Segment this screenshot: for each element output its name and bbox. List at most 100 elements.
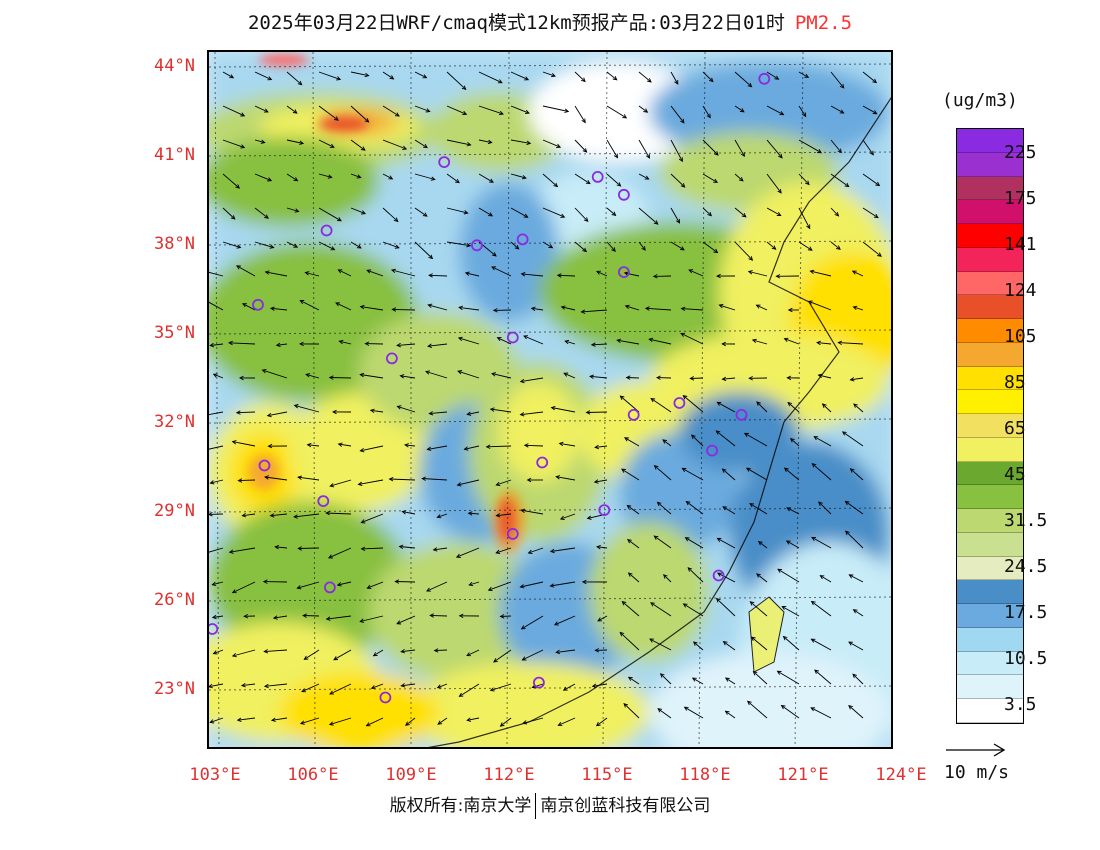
wind-arrow	[745, 467, 768, 481]
city-marker[interactable]	[712, 569, 725, 582]
city-marker[interactable]	[317, 495, 330, 508]
city-marker[interactable]	[506, 527, 519, 540]
wind-arrow	[685, 500, 704, 515]
wind-arrow	[853, 403, 864, 413]
wind-arrow	[350, 173, 362, 179]
wind-reference-arrow-icon	[946, 743, 1006, 757]
wind-arrow	[650, 397, 672, 413]
city-marker[interactable]	[209, 623, 219, 635]
city-marker[interactable]	[470, 239, 483, 252]
wind-arrow	[692, 641, 704, 651]
wind-arrow	[209, 512, 224, 517]
wind-arrow	[581, 579, 608, 585]
wind-arrow	[626, 504, 640, 515]
lon-label-112: 112°E	[483, 765, 535, 785]
wind-arrow	[209, 301, 224, 311]
copyright-right: 南京创蓝科技有限公司	[540, 796, 711, 816]
wind-arrow	[724, 677, 736, 685]
city-marker[interactable]	[506, 331, 519, 344]
city-marker[interactable]	[385, 352, 398, 365]
wind-arrow	[816, 340, 832, 346]
wind-arrow	[305, 373, 320, 379]
city-marker[interactable]	[706, 444, 719, 457]
wind-arrow	[286, 105, 298, 114]
wind-arrow	[756, 573, 768, 583]
wind-arrow	[318, 173, 333, 179]
wind-arrow	[627, 676, 640, 685]
wind-arrow	[841, 431, 864, 447]
wind-arrow	[496, 337, 512, 345]
wind-arrow	[625, 375, 640, 380]
wind-arrow	[652, 274, 672, 279]
wind-arrow	[810, 638, 832, 651]
wind-arrow	[495, 513, 512, 518]
wind-arrow	[241, 513, 256, 518]
wind-arrow	[254, 173, 273, 182]
wind-arrow	[455, 547, 480, 558]
wind-reference-label: 10 m/s	[944, 762, 1010, 783]
wind-arrow	[650, 602, 672, 617]
wind-arrow	[574, 139, 588, 153]
wind-arrow	[616, 338, 640, 345]
wind-arrow	[830, 105, 845, 114]
city-marker[interactable]	[735, 408, 748, 421]
wind-arrow	[638, 173, 650, 180]
wind-arrow	[776, 670, 800, 685]
city-marker[interactable]	[617, 188, 630, 201]
wind-arrow	[478, 71, 503, 84]
wind-arrow	[798, 71, 810, 78]
wind-arrow	[681, 467, 704, 481]
legend-label: 225	[1004, 142, 1037, 163]
wind-arrow	[510, 207, 529, 218]
wind-arrow	[588, 374, 608, 379]
city-marker[interactable]	[252, 298, 264, 311]
wind-arrow	[495, 479, 512, 487]
legend-swatch	[957, 176, 1023, 201]
wind-arrow	[211, 614, 224, 620]
legend-label: 45	[1004, 464, 1026, 485]
legend-label: 105	[1004, 326, 1037, 347]
legend-label: 65	[1004, 418, 1026, 439]
wind-arrow	[849, 468, 864, 481]
wind-arrow	[787, 307, 799, 313]
wind-arrow	[798, 173, 810, 186]
city-marker[interactable]	[758, 72, 771, 85]
wind-arrow	[555, 475, 576, 481]
wind-arrow	[670, 71, 679, 85]
wind-arrow	[702, 71, 714, 83]
city-marker[interactable]	[536, 456, 549, 469]
wind-arrow	[297, 546, 320, 551]
legend-swatch	[957, 342, 1023, 367]
city-marker[interactable]	[591, 171, 604, 183]
city-marker[interactable]	[379, 691, 392, 704]
city-marker[interactable]	[598, 504, 611, 517]
wind-arrow	[550, 405, 576, 413]
city-marker[interactable]	[532, 676, 545, 689]
wind-arrow	[830, 207, 840, 217]
city-marker[interactable]	[258, 459, 271, 472]
city-marker[interactable]	[673, 397, 686, 409]
lat-label-44: 44°N	[154, 56, 195, 76]
wind-arrow	[446, 139, 472, 147]
city-marker[interactable]	[320, 224, 333, 237]
wind-arrow	[819, 575, 832, 583]
wind-arrow	[427, 343, 448, 349]
wind-arrow	[520, 615, 544, 630]
city-marker[interactable]	[438, 156, 451, 168]
wind-arrow	[862, 71, 878, 84]
city-marker[interactable]	[627, 408, 640, 421]
wind-arrow	[236, 717, 256, 723]
wind-arrow	[466, 717, 480, 722]
wind-arrow	[231, 440, 256, 447]
wind-arrow	[715, 430, 736, 447]
forecast-map[interactable]	[207, 50, 893, 749]
wind-arrow	[574, 71, 586, 83]
city-marker[interactable]	[324, 581, 336, 594]
city-marker[interactable]	[617, 266, 630, 279]
wind-arrow	[399, 374, 416, 379]
wind-arrow	[848, 641, 864, 651]
city-marker[interactable]	[516, 233, 529, 246]
wind-arrow	[478, 207, 494, 217]
wind-arrow	[485, 444, 512, 449]
wind-arrow	[299, 341, 320, 347]
